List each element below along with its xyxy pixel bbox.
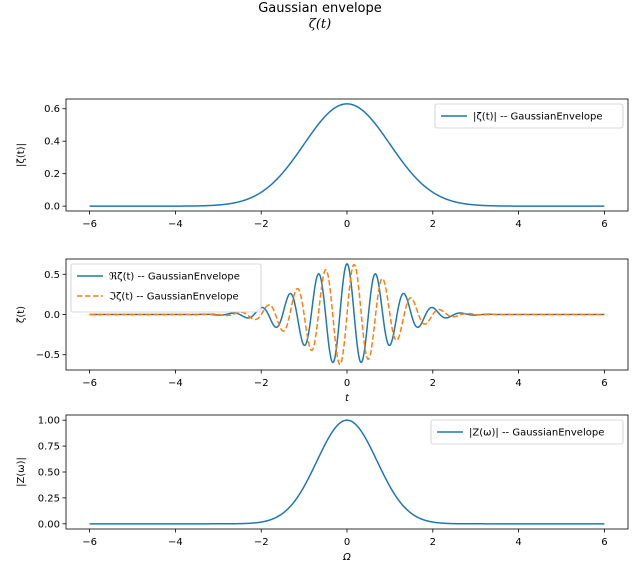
x-tick-label-3-1: −4 [168,537,183,548]
y-tick-label-1-2: 0.4 [44,137,60,148]
x-tick-label-3-0: −6 [82,537,97,548]
y-tick-label-2-1: 0.0 [44,310,60,321]
x-axis-label-3: Ω [342,552,351,563]
x-tick-label-3-2: −2 [254,537,269,548]
legend-label-1-1: |ζ(t)| -- GaussianEnvelope [473,112,602,123]
x-tick-label-1-2: −2 [254,219,269,230]
x-tick-label-1-0: −6 [82,219,97,230]
legend-box-2 [70,263,262,313]
y-tick-label-3-4: 1.00 [38,416,60,427]
x-tick-label-1-5: 4 [515,219,521,230]
series-line-2-2 [89,263,605,366]
legend-label-2-1: ℜζ(t) -- GaussianEnvelope [109,272,240,283]
x-tick-label-3-4: 2 [430,537,436,548]
x-tick-label-2-6: 6 [601,378,607,389]
x-tick-label-2-5: 4 [515,378,521,389]
y-axis-label-2: ζ(t) [16,306,27,323]
y-tick-label-1-3: 0.6 [44,104,60,115]
y-tick-label-2-2: 0.5 [44,270,60,281]
x-tick-label-3-3: 0 [344,537,350,548]
x-tick-label-1-1: −4 [168,219,183,230]
y-tick-label-1-0: 0.0 [44,202,60,213]
y-tick-label-3-2: 0.50 [38,468,60,479]
series-line-1-1 [89,103,605,207]
x-tick-label-3-6: 6 [601,537,607,548]
x-tick-label-1-4: 2 [430,219,436,230]
y-tick-label-3-1: 0.25 [38,493,60,504]
x-tick-label-2-1: −4 [168,378,183,389]
figure-subtitle: ζ(t) [308,17,332,32]
y-tick-label-1-1: 0.2 [44,169,60,180]
x-tick-label-2-4: 2 [430,378,436,389]
legend-box-3 [430,419,624,445]
x-tick-label-2-2: −2 [254,378,269,389]
y-axis-label-3: |Z(ω)| [16,457,27,487]
x-tick-label-2-3: 0 [344,378,350,389]
y-tick-label-2-0: −0.5 [36,350,60,361]
legend-label-3-1: |Z(ω)| -- GaussianEnvelope [469,428,604,439]
x-tick-label-2-0: −6 [82,378,97,389]
figure-title: Gaussian envelope [258,1,382,16]
x-tick-label-1-6: 6 [601,219,607,230]
x-axis-label-2: t [345,393,350,404]
series-line-3-1 [89,419,605,525]
legend-box-1 [434,103,624,129]
y-tick-label-3-3: 0.75 [38,442,60,453]
y-tick-label-3-0: 0.00 [38,519,60,530]
x-tick-label-1-3: 0 [344,219,350,230]
x-tick-label-3-5: 4 [515,537,521,548]
legend-label-2-2: ℑζ(t) -- GaussianEnvelope [109,292,239,303]
y-axis-label-1: |ζ(t)| [16,143,27,167]
